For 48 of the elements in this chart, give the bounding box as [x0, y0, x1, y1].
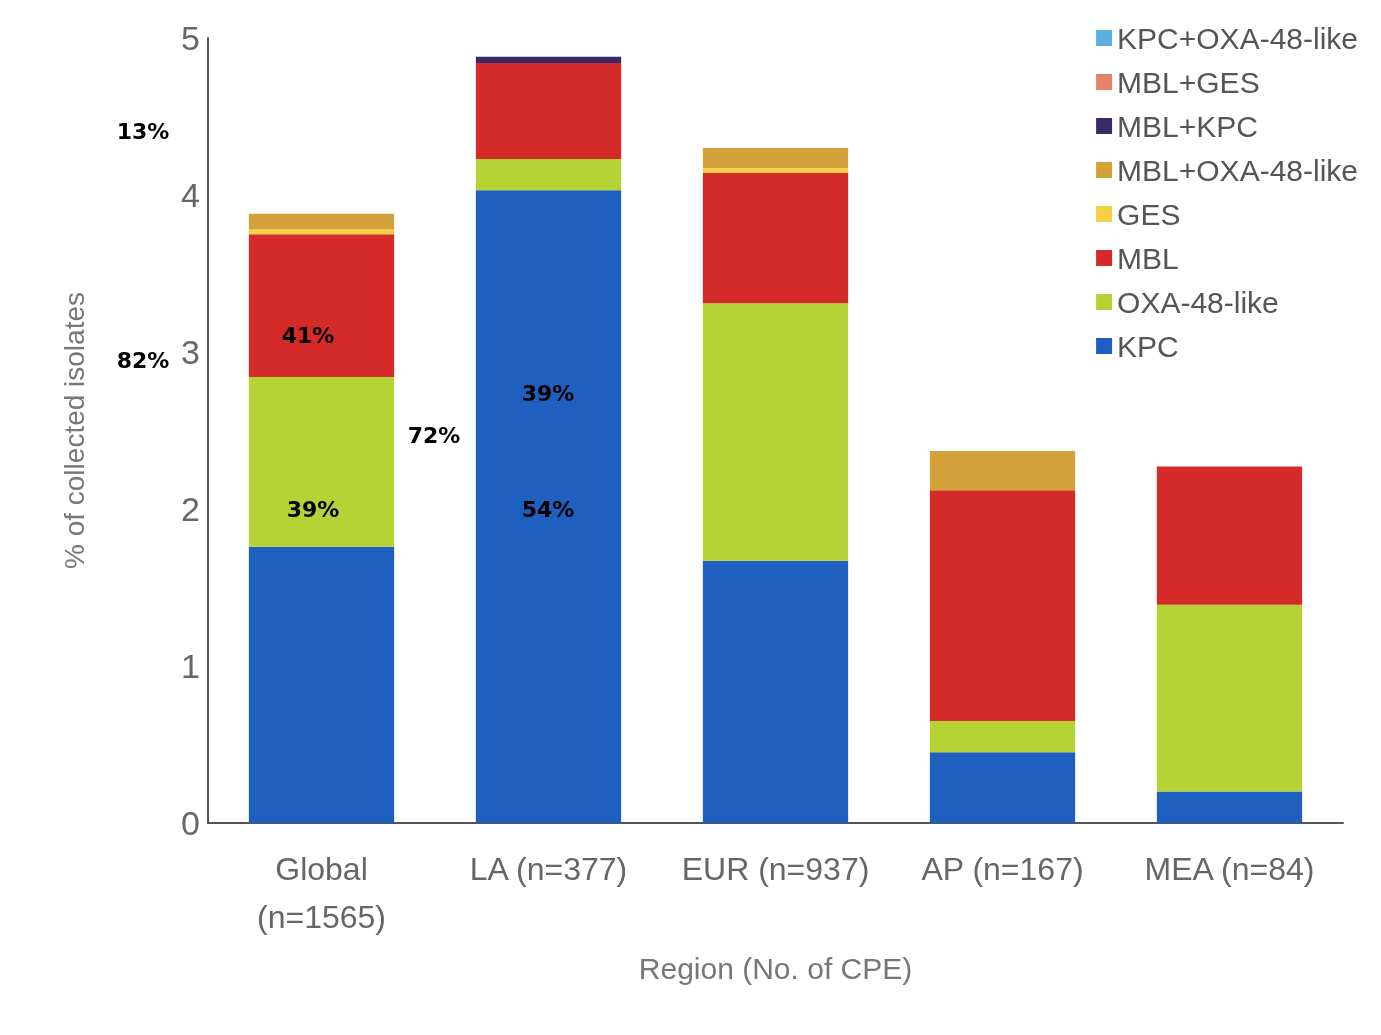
- bar: [248, 546, 395, 823]
- bar: [248, 234, 395, 378]
- annotation: 72%: [407, 422, 461, 448]
- legend-label: KPC: [1117, 329, 1179, 363]
- text: 82%: [116, 347, 170, 373]
- y-tick-label: 1: [181, 647, 200, 685]
- x-tick-label: AP (n=167): [921, 851, 1084, 887]
- text: 13%: [116, 118, 170, 144]
- legend-label: KPC+OXA-48-like: [1117, 21, 1359, 55]
- x-tick-label: MEA (n=84): [1144, 851, 1315, 887]
- bar: [248, 213, 395, 230]
- y-tick-label: 0: [181, 804, 200, 842]
- y-tick-label: 5: [181, 19, 200, 57]
- x-tick-label: LA (n=377): [469, 851, 628, 887]
- bar: [475, 56, 622, 64]
- legend-label: MBL+GES: [1117, 65, 1260, 99]
- bar: [1156, 466, 1303, 605]
- bar: [929, 490, 1076, 721]
- bar: [702, 303, 849, 561]
- bar: [1156, 604, 1303, 792]
- legend-label: GES: [1117, 197, 1181, 231]
- bar: [475, 63, 622, 159]
- bar: [929, 752, 1076, 823]
- bar: [702, 168, 849, 174]
- bar: [702, 173, 849, 304]
- bar: [929, 450, 1076, 491]
- bar: [248, 377, 395, 547]
- bar: [475, 158, 622, 191]
- legend-label: MBL: [1117, 241, 1179, 275]
- y-tick-label: 3: [181, 333, 200, 371]
- annotation: 54%: [521, 496, 575, 522]
- x-tick-label: Global (n=1565): [257, 851, 386, 935]
- y-tick-label: 4: [181, 176, 200, 214]
- annotation: 39%: [521, 380, 575, 406]
- bar: [702, 147, 849, 169]
- bar: [475, 190, 622, 823]
- annotation: 41%: [281, 322, 335, 348]
- bar: [702, 560, 849, 823]
- annotation: 39%: [286, 496, 340, 522]
- legend-label: MBL+KPC: [1117, 109, 1258, 143]
- legend-label: OXA-48-like: [1117, 285, 1279, 319]
- bar: [929, 720, 1076, 753]
- y-axis-title: % of collected isolates: [58, 291, 90, 570]
- bar: [1156, 791, 1303, 823]
- legend-label: MBL+OXA-48-like: [1117, 153, 1359, 187]
- x-axis-title: Region (No. of CPE): [638, 951, 913, 985]
- x-tick-label: EUR (n=937): [681, 851, 870, 887]
- y-tick-label: 2: [181, 490, 200, 528]
